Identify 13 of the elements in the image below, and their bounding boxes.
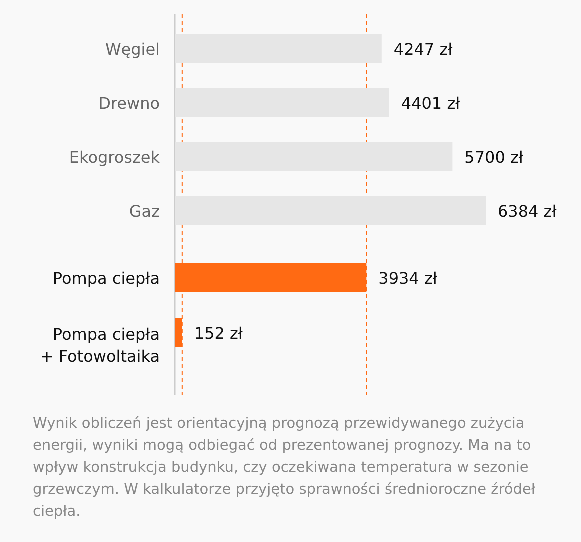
data-label: 152 zł [194, 324, 244, 343]
y-tick-label: Węgiel [105, 40, 160, 59]
y-tick-label: Ekogroszek [69, 148, 161, 167]
text: Wynik obliczeń jest orientacyjną prognozą przewidywanego zużycia energii, wyniki mogą odbiegać od prezentowanej prognozy. Ma na to wpływ konstrukcja budynku, czy oczekiwana temperatura w sezonie grzewczym. W kalkulatorze przyjęto sprawności średnioroczne źródeł ciepła. [33, 416, 536, 520]
y-tick-label: Pompa ciepła + Fotowoltaika [40, 325, 160, 366]
y-tick-label: Gaz [129, 202, 160, 221]
data-label: 3934 zł [378, 269, 438, 288]
y-tick-label: Pompa ciepła [52, 269, 160, 288]
data-label: 6384 zł [498, 202, 558, 221]
data-label: 5700 zł [464, 148, 524, 167]
data-label: 4401 zł [401, 94, 461, 113]
y-tick-label: Drewno [98, 94, 160, 113]
data-label: 4247 zł [394, 40, 454, 59]
